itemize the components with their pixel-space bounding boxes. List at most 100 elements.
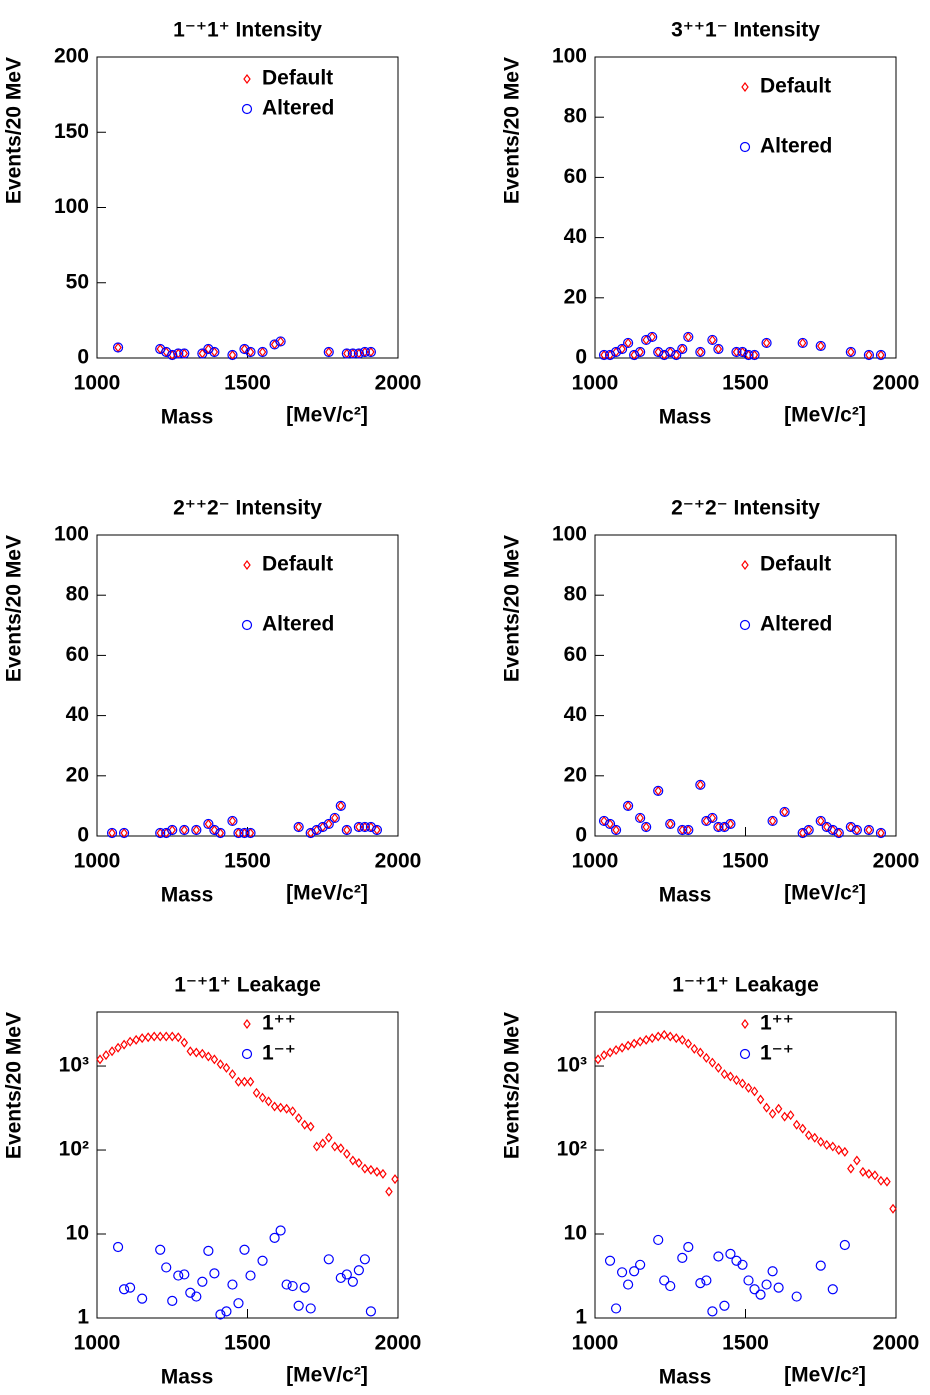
data-point	[325, 1132, 333, 1143]
data-point	[239, 343, 250, 355]
data-point	[845, 346, 856, 358]
data-point	[353, 1265, 364, 1276]
y-tick-label: 200	[54, 45, 89, 68]
data-point	[239, 1244, 250, 1255]
data-point	[245, 827, 256, 839]
x-tick-label: 1500	[224, 850, 271, 873]
data-point	[379, 1168, 387, 1179]
data-point	[792, 1119, 801, 1130]
y-tick-label: 40	[564, 703, 587, 726]
data-point	[125, 1282, 136, 1293]
data-point	[312, 1141, 321, 1152]
data-point	[240, 1076, 249, 1087]
data-point	[161, 346, 172, 358]
data-point	[257, 346, 268, 358]
x-tick-label: 1000	[74, 372, 121, 395]
legend-label: Default	[760, 553, 831, 576]
data-point	[167, 349, 178, 361]
data-point	[167, 824, 178, 836]
data-point	[216, 1059, 225, 1070]
data-point	[610, 1303, 622, 1314]
data-point	[270, 1101, 279, 1112]
data-point	[191, 1291, 202, 1302]
data-point	[714, 343, 723, 354]
data-point	[269, 339, 280, 350]
data-point	[762, 1102, 771, 1113]
data-point	[737, 346, 748, 358]
data-point	[215, 1309, 226, 1320]
x-tick-label: 2000	[873, 1332, 920, 1355]
data-point	[845, 821, 856, 833]
data-point	[827, 1284, 838, 1295]
y-tick-label: 10³	[59, 1054, 89, 1077]
legend-symbol	[739, 141, 751, 153]
data-point	[114, 342, 122, 353]
data-point	[246, 1076, 255, 1087]
data-point	[696, 1047, 705, 1058]
data-point	[335, 800, 346, 812]
data-point	[276, 1102, 285, 1113]
legend-label: Altered	[262, 97, 334, 120]
data-point	[648, 1033, 656, 1044]
plot-frame	[96, 534, 399, 837]
data-point	[720, 1069, 729, 1080]
data-point	[353, 821, 364, 833]
x-axis-label: Mass	[161, 884, 214, 907]
data-point	[288, 1106, 297, 1117]
data-point	[677, 343, 688, 355]
data-point	[228, 815, 237, 826]
data-point	[642, 821, 650, 832]
data-point	[245, 1270, 256, 1281]
data-point	[385, 1186, 393, 1197]
legend-label: 1⁺⁺	[262, 1012, 296, 1035]
data-point	[683, 331, 694, 343]
y-tick-label: 1	[77, 1306, 89, 1329]
y-tick-label: 80	[66, 583, 89, 606]
data-point	[264, 1096, 273, 1107]
data-point	[233, 827, 244, 839]
data-point	[192, 1047, 201, 1058]
legend-label: Altered	[760, 613, 832, 636]
data-point	[293, 821, 304, 833]
data-point	[319, 1138, 327, 1149]
data-point	[797, 337, 808, 349]
data-point	[672, 1033, 681, 1044]
data-point	[654, 785, 662, 796]
y-tick-label: 80	[564, 105, 587, 128]
data-point	[774, 1103, 783, 1114]
data-point	[180, 824, 189, 835]
legend-label: Default	[262, 67, 333, 90]
data-point	[660, 1029, 668, 1040]
data-point	[367, 1164, 375, 1175]
data-point	[635, 346, 646, 358]
data-point	[174, 1032, 183, 1043]
data-point	[173, 1270, 184, 1281]
data-point	[702, 1052, 711, 1063]
x-tick-label: 2000	[375, 372, 422, 395]
data-point	[708, 1057, 717, 1068]
data-point	[653, 346, 664, 358]
data-point	[780, 1111, 789, 1122]
data-point	[629, 1266, 640, 1277]
data-point	[112, 1241, 124, 1253]
data-point	[815, 1260, 826, 1271]
x-tick-label: 2000	[873, 372, 920, 395]
data-point	[701, 1275, 712, 1286]
data-point	[323, 1254, 334, 1265]
data-point	[306, 1121, 315, 1132]
x-tick-label: 1000	[74, 850, 121, 873]
data-point	[875, 827, 887, 839]
data-point	[281, 1279, 292, 1290]
data-point	[636, 1036, 644, 1047]
data-point	[126, 1036, 134, 1047]
data-point	[719, 821, 730, 833]
data-point	[234, 1076, 243, 1087]
data-point	[222, 1062, 231, 1073]
data-point	[695, 1278, 706, 1289]
data-point	[653, 1234, 664, 1246]
x-axis-label: Mass	[659, 884, 712, 907]
data-point	[635, 1259, 646, 1270]
data-point	[726, 1071, 735, 1082]
data-point	[337, 1143, 345, 1154]
x-axis-unit: [MeV/c²]	[784, 1364, 866, 1387]
